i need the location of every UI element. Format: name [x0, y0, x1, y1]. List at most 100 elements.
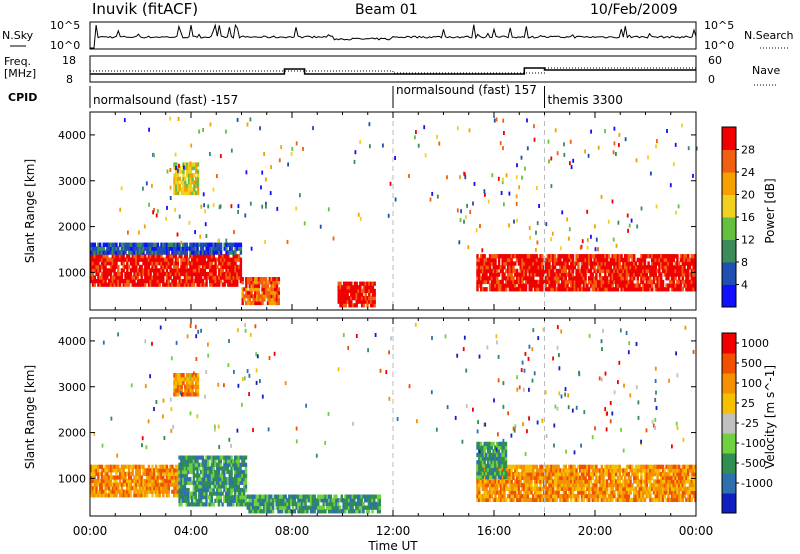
power-cell [681, 254, 684, 259]
power-cell [371, 296, 375, 301]
power-cell [490, 254, 494, 259]
velocity-cell [552, 468, 555, 473]
power-cell [633, 283, 636, 288]
power-cell [570, 283, 573, 288]
velocity-cell [604, 497, 607, 502]
velocity-cell [349, 509, 352, 514]
power-cell [519, 268, 522, 274]
power-cell [627, 257, 630, 263]
velocity-cell [588, 475, 591, 480]
velocity-cell [228, 473, 231, 478]
velocity-cell [208, 469, 212, 475]
power-cell [579, 276, 582, 281]
velocity-cell [672, 483, 675, 488]
power-cell [541, 287, 544, 292]
velocity-cell [485, 486, 488, 491]
power-cell [210, 257, 214, 262]
power-cell [651, 287, 654, 292]
velocity-cell [526, 472, 530, 477]
velocity-cell [526, 486, 530, 491]
velocity-cell [517, 472, 521, 477]
power-cell [519, 254, 522, 259]
velocity-cell [299, 498, 302, 503]
power-cell [620, 254, 623, 259]
velocity-cell [674, 497, 677, 502]
power-speckle [225, 238, 228, 243]
power-cell [272, 297, 275, 302]
power-cell [162, 242, 165, 247]
power-cell [643, 272, 647, 277]
power-cell [685, 272, 688, 277]
power-cell [97, 264, 100, 269]
power-cell [670, 257, 674, 263]
power-cell [528, 257, 531, 263]
power-cell [120, 268, 124, 273]
power-cell [174, 246, 178, 251]
velocity-cell [517, 475, 521, 480]
velocity-cell [620, 497, 623, 502]
velocity-cell [198, 466, 201, 471]
velocity-cell [625, 464, 629, 469]
power-cell [144, 246, 147, 251]
power-cell [539, 276, 542, 281]
power-cell [162, 279, 165, 284]
power-cell [566, 283, 569, 288]
power-cell [236, 242, 239, 247]
velocity-cell [645, 490, 648, 495]
velocity-cell [607, 475, 611, 480]
velocity-cell [237, 495, 240, 500]
velocity-cell [239, 477, 242, 482]
power-cell [687, 283, 690, 288]
velocity-cell [151, 478, 154, 484]
velocity-cell [225, 469, 228, 475]
velocity-cell [239, 473, 242, 478]
power-cell [261, 294, 264, 299]
velocity-cell [259, 501, 262, 507]
velocity-cell [577, 472, 580, 477]
velocity-cell [232, 498, 235, 503]
power-cell [100, 264, 104, 269]
power-cell [588, 279, 591, 285]
velocity-cell [163, 486, 167, 491]
velocity-cell [234, 455, 237, 460]
velocity-cell [173, 384, 176, 389]
power-cell [160, 268, 163, 273]
power-cell [195, 180, 198, 185]
power-cell [154, 264, 158, 269]
power-cell [665, 283, 668, 288]
velocity-cell [109, 493, 113, 498]
velocity-cell [367, 501, 371, 507]
velocity-cell [120, 475, 124, 480]
power-cell [192, 242, 196, 247]
power-cell [275, 297, 279, 302]
power-speckle [515, 201, 518, 206]
velocity-cell [678, 468, 681, 473]
velocity-cell [212, 477, 215, 482]
velocity-cell [237, 491, 240, 496]
power-cell [546, 272, 549, 277]
power-cell [508, 276, 512, 281]
velocity-cell [115, 478, 118, 484]
velocity-cell [201, 495, 205, 500]
power-cell [638, 283, 641, 288]
power-cell [169, 254, 172, 259]
power-cell [178, 242, 181, 247]
power-cell [147, 268, 151, 273]
power-cell [221, 268, 225, 273]
velocity-cell [537, 494, 540, 499]
velocity-cell [535, 497, 539, 502]
velocity-cell [488, 479, 492, 484]
power-cell [479, 261, 483, 266]
power-cell [544, 287, 548, 292]
velocity-cell [154, 478, 158, 484]
velocity-cell [133, 482, 136, 487]
velocity-cell [575, 472, 578, 477]
velocity-cell [291, 505, 295, 510]
velocity-cell [243, 498, 246, 503]
velocity-cell [615, 483, 618, 488]
velocity-cell [510, 475, 513, 480]
power-cell [277, 301, 280, 306]
velocity-cell [184, 388, 187, 393]
velocity-cell [537, 468, 540, 473]
power-cell [656, 287, 659, 292]
